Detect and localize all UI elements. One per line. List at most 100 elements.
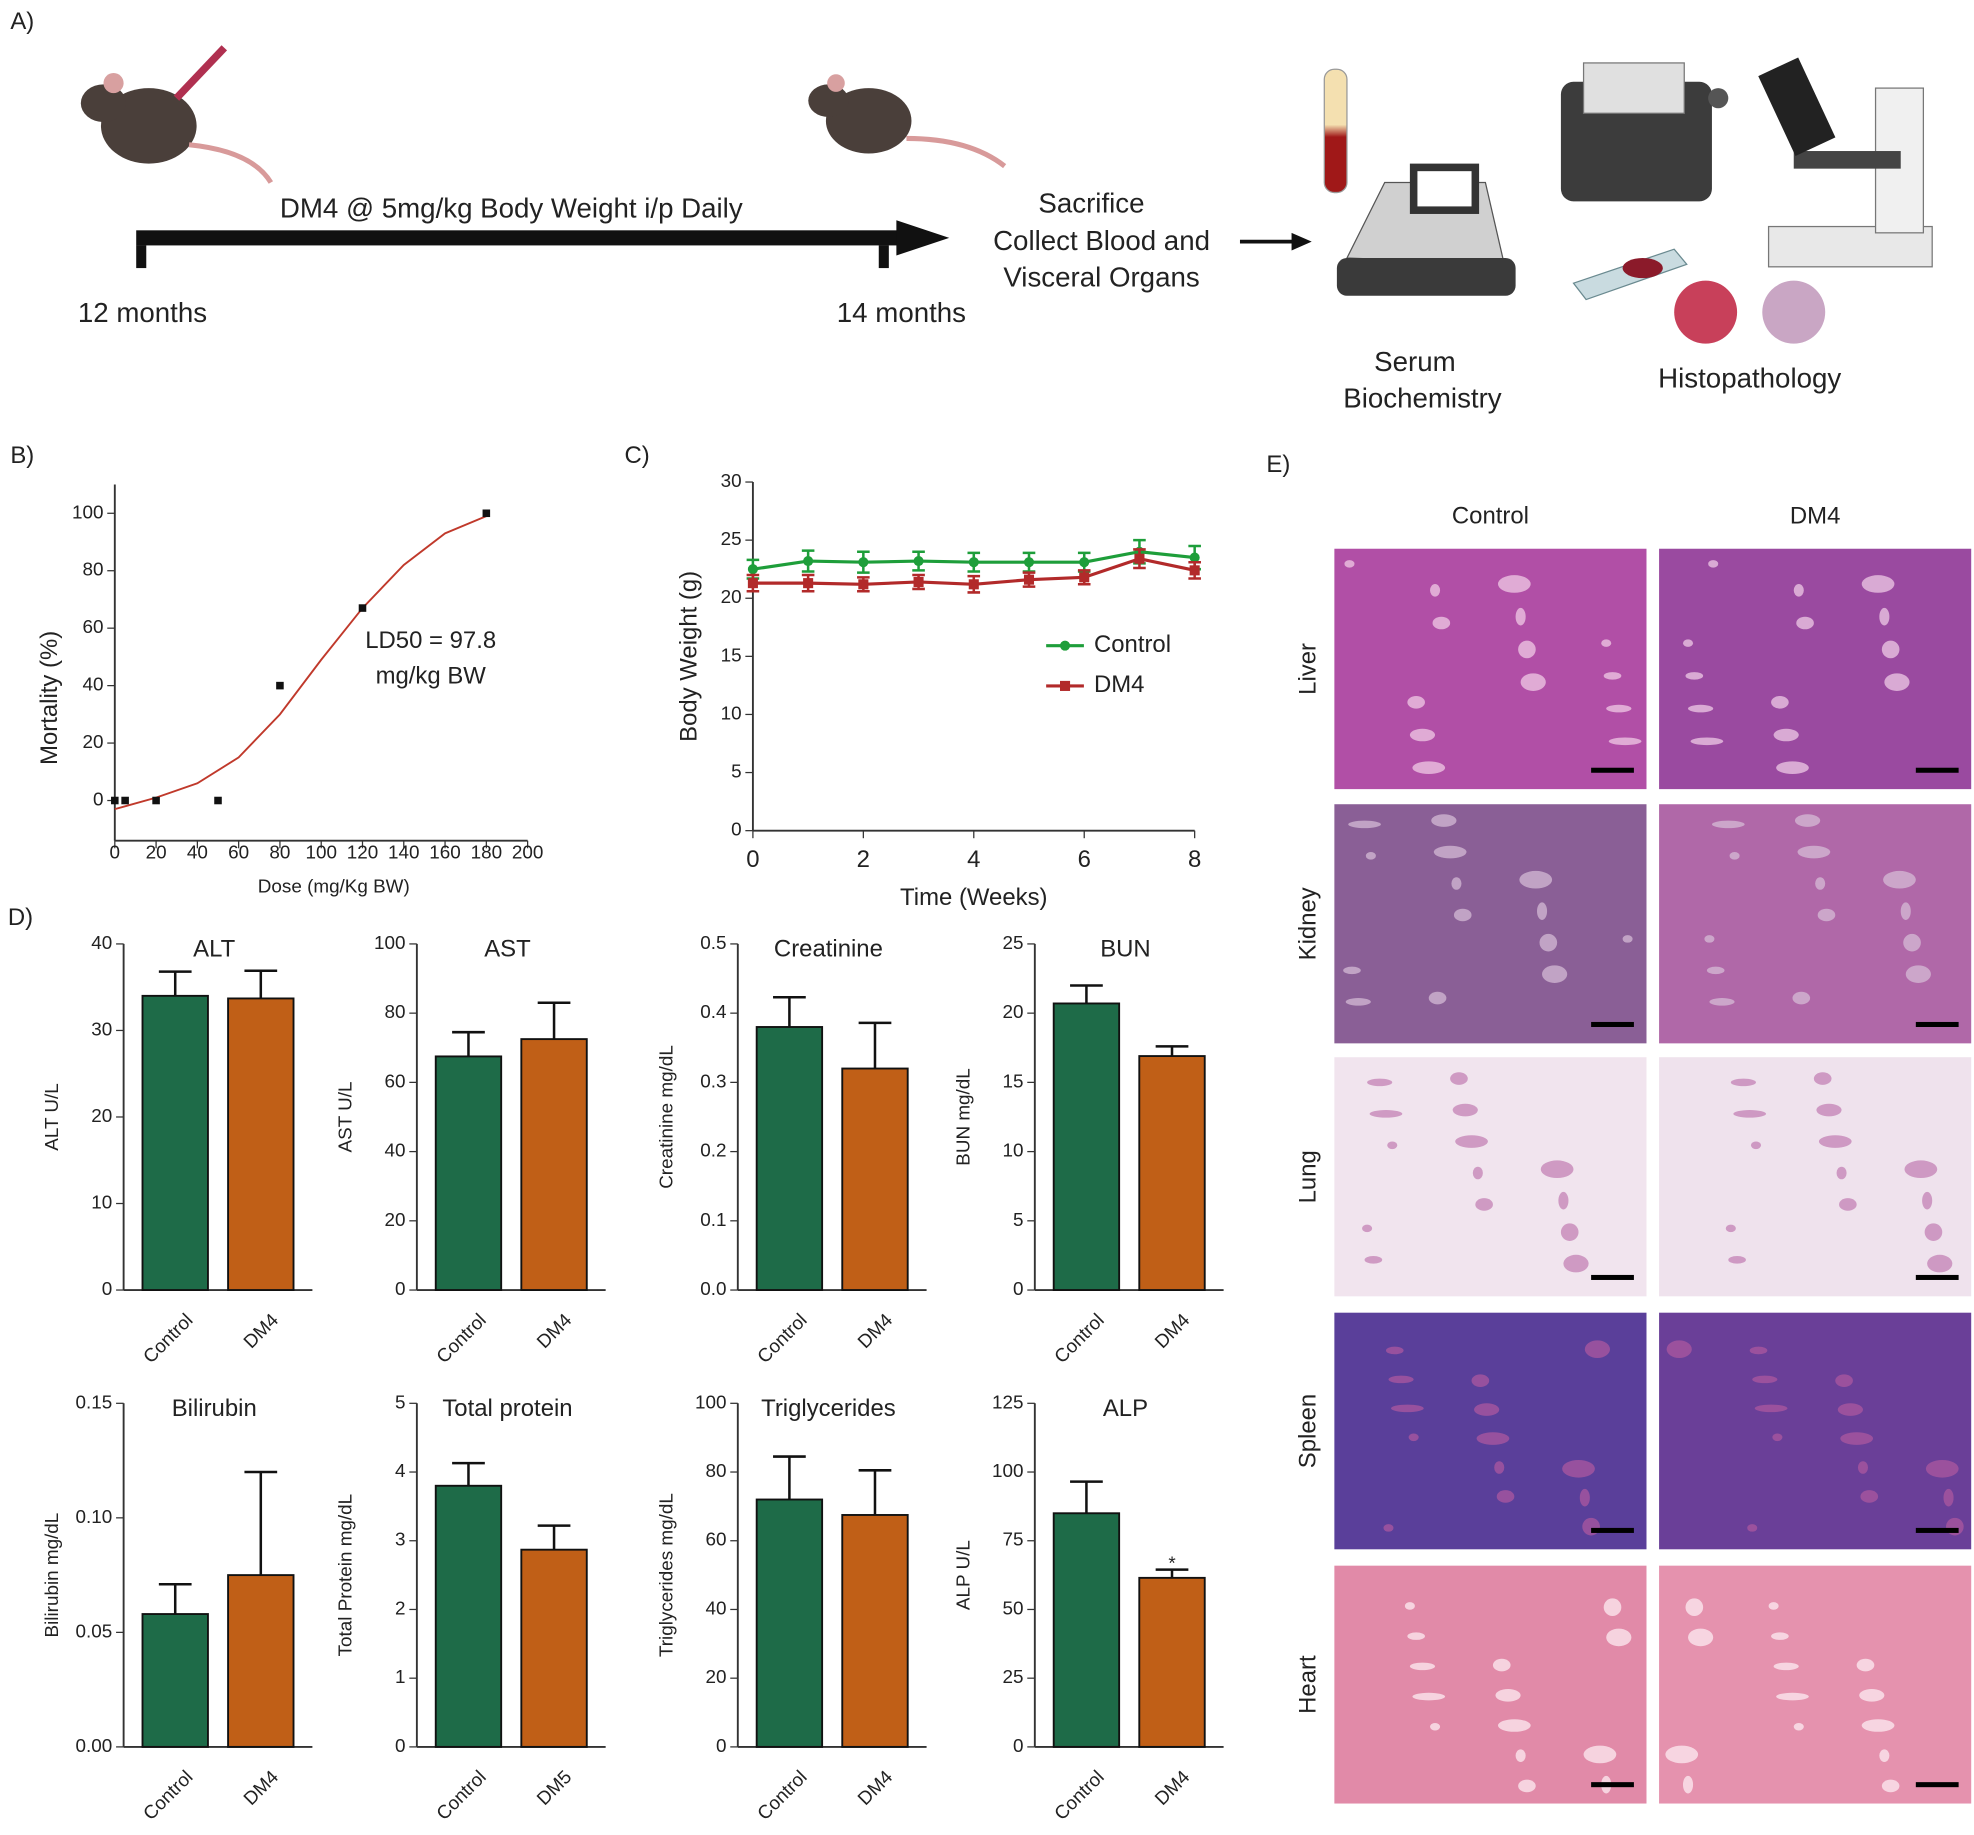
y-tick-label: 0 [1013, 1735, 1024, 1756]
y-axis-label: BUN mg/dL [952, 1068, 973, 1165]
tissue-detail [1476, 1432, 1510, 1445]
micrograph-image [1334, 548, 1647, 790]
y-axis-label: Body Weight (g) [675, 571, 702, 742]
marker [1023, 557, 1035, 568]
point [152, 796, 160, 805]
start-label: 12 months [78, 297, 207, 328]
marker [913, 576, 924, 588]
end-label: 14 months [837, 297, 966, 328]
chart: 0 5 10 15 20 25 30 0 2 4 6 8 Body Weight (g) Time (We… [675, 470, 1201, 911]
chart-title: ALT [193, 936, 235, 963]
tissue-detail [1771, 695, 1789, 709]
tissue-detail [1776, 761, 1809, 775]
y-tick-label: 15 [1003, 1070, 1024, 1091]
tissue-detail [1861, 1719, 1895, 1732]
tissue-detail [1495, 1689, 1521, 1702]
y-tick-label: 25 [721, 528, 742, 549]
bar [227, 1574, 295, 1748]
x-tick-label: DM5 [532, 1766, 575, 1809]
x-tick-label: 8 [1188, 846, 1201, 873]
timeline [136, 230, 904, 246]
y-tick-label: 0.4 [700, 1001, 726, 1022]
y-tick-label: 40 [705, 1597, 726, 1618]
tissue-detail [1539, 933, 1558, 952]
error-bar [1070, 984, 1103, 1004]
y-tick-label: 20 [385, 1209, 406, 1230]
y-tick-label: 80 [385, 1001, 406, 1022]
tissue-detail [1560, 1223, 1579, 1241]
timeline-tick [136, 245, 147, 269]
tissue-detail [1583, 1745, 1617, 1764]
tissue-detail [1837, 1403, 1863, 1416]
y-axis-label: Bilirubin mg/dL [41, 1513, 62, 1638]
tissue-detail [1519, 870, 1553, 889]
y-tick-label: 15 [721, 644, 742, 665]
step-label: Histopathology [1658, 362, 1841, 393]
legend-label: Control [1094, 631, 1171, 658]
analyzer-icon [1336, 163, 1516, 296]
marker [1189, 565, 1200, 576]
tissue-detail [1682, 639, 1694, 647]
tissue-detail [1603, 672, 1622, 680]
tissue-detail [1688, 704, 1714, 713]
tissue-detail [1879, 1749, 1890, 1763]
x-tick-label: 120 [347, 841, 378, 862]
tissue-detail [1542, 965, 1568, 983]
tissue-detail [1818, 1135, 1852, 1148]
step-label: Sacrifice [1038, 187, 1144, 218]
tissue-detail [1409, 1662, 1436, 1671]
x-tick-label: 4 [967, 846, 980, 873]
tissue-detail [1455, 1135, 1488, 1148]
y-tick-label: 0 [102, 1278, 113, 1299]
x-tick-label: Control [432, 1309, 490, 1367]
tissue-detail [1432, 616, 1451, 630]
x-axis-label: Time (Weeks) [900, 884, 1047, 911]
bar [520, 1038, 588, 1291]
chart-title: BUN [1100, 936, 1150, 963]
tissue-detail [1883, 870, 1916, 889]
tissue-detail [1558, 1191, 1569, 1210]
y-tick-label: 60 [705, 1529, 726, 1550]
micrograph-image [1334, 1565, 1647, 1804]
x-tick-label: Control [432, 1766, 490, 1824]
chart: 0 5 10 15 20 25 BUN mg/dL BUN Control DM4 [952, 932, 1224, 1367]
marker [1134, 553, 1145, 564]
micrograph [1659, 804, 1972, 1044]
tissue-detail [1817, 908, 1836, 922]
micrograph [1334, 804, 1647, 1044]
bar [227, 997, 295, 1291]
y-tick-label: 80 [705, 1460, 726, 1481]
tissue-detail [1474, 1403, 1500, 1416]
y-tick-label: 0.3 [700, 1070, 726, 1091]
y-axis-label: Creatinine mg/dL [655, 1045, 676, 1189]
tissue-detail [1497, 575, 1531, 593]
tissue-detail [1943, 1488, 1954, 1507]
bar [1052, 1512, 1121, 1748]
tissue-detail [1475, 1198, 1493, 1211]
point [276, 681, 284, 690]
bar [1052, 1002, 1121, 1291]
tissue-detail [1729, 852, 1740, 860]
y-tick-label: 0 [395, 1735, 406, 1756]
tissue-detail [1472, 1166, 1483, 1180]
tissue-detail [1752, 1375, 1778, 1384]
arrow-head [1291, 232, 1312, 251]
tissue-detail [1773, 1662, 1799, 1671]
tissue-detail [1730, 1078, 1756, 1087]
tissue-detail [1603, 1598, 1622, 1617]
tissue-detail [1453, 908, 1472, 922]
bar [434, 1055, 503, 1291]
tissue-detail [1369, 1110, 1403, 1118]
y-tick-label: 40 [385, 1140, 406, 1161]
bar [1138, 1576, 1206, 1748]
scale-bar [1915, 1527, 1959, 1533]
tissue-detail [1492, 1658, 1511, 1672]
error-bar [1070, 1480, 1103, 1514]
scale-bar [1591, 767, 1634, 773]
chart-title: AST [484, 936, 531, 963]
micrograph-image [1334, 804, 1647, 1044]
error-bar [858, 1469, 892, 1515]
tissue-detail [1685, 672, 1704, 680]
error-bar [537, 1001, 571, 1040]
